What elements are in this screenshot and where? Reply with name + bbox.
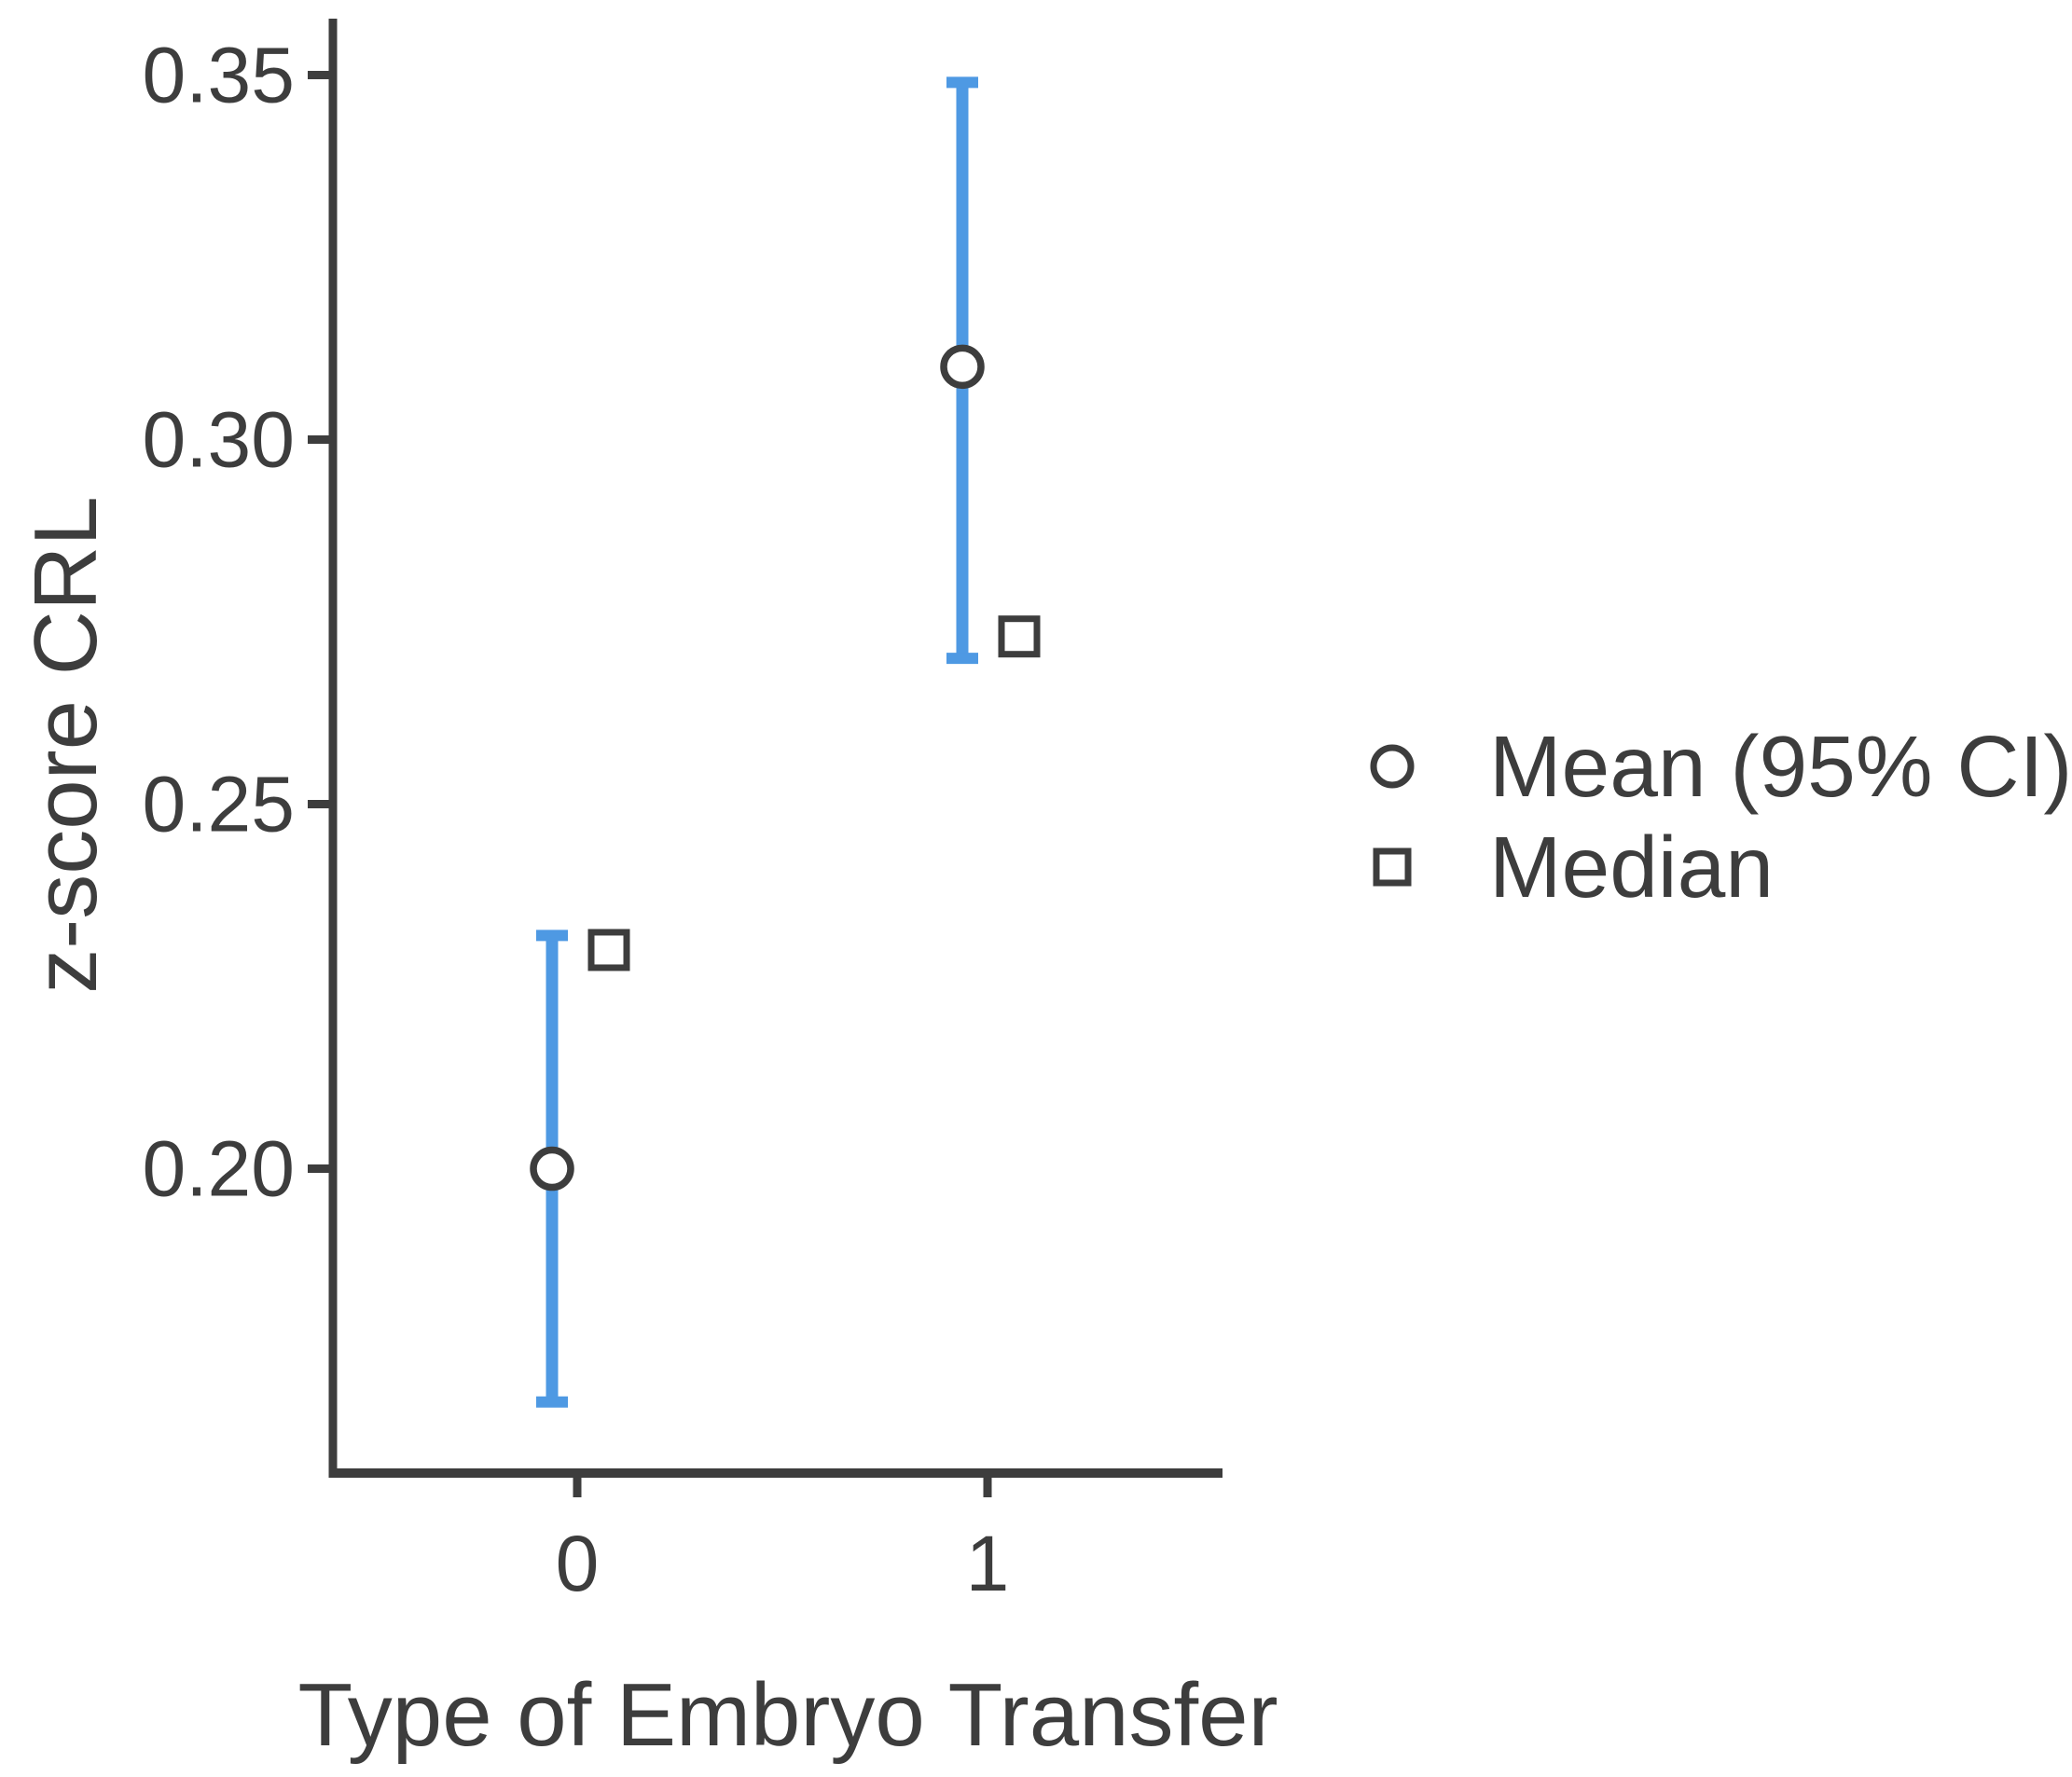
y-tick-label-0.30: 0.30	[143, 396, 296, 484]
legend-median-label: Median	[1489, 819, 1774, 916]
median-marker-0	[587, 929, 630, 971]
axes-layer: 0.20 0.25 0.30 0.35 0 1	[143, 19, 1222, 1607]
y-tick-label-0.25: 0.25	[143, 761, 296, 848]
mean-ci-group-1	[940, 76, 985, 665]
legend-mean-label: Mean (95% CI)	[1489, 718, 2072, 815]
x-tick-label-0: 0	[556, 1520, 600, 1607]
data-layer	[530, 76, 1041, 1408]
y-tick-label-0.35: 0.35	[143, 32, 296, 119]
median-marker-1	[998, 615, 1041, 658]
legend: Mean (95% CI) Median	[1370, 718, 2072, 916]
legend-median-marker-icon	[1373, 847, 1412, 887]
y-tick-label-0.20: 0.20	[143, 1125, 296, 1213]
legend-mean-marker-icon	[1370, 744, 1415, 789]
mean-marker-1	[940, 344, 985, 390]
mean-marker-0	[530, 1146, 574, 1192]
x-tick-label-1: 1	[966, 1520, 1010, 1607]
y-axis-title: z-score CRL	[16, 496, 116, 993]
mean-ci-group-0	[530, 930, 574, 1408]
x-axis-title: Type of Embryo Transfer	[297, 1665, 1278, 1765]
